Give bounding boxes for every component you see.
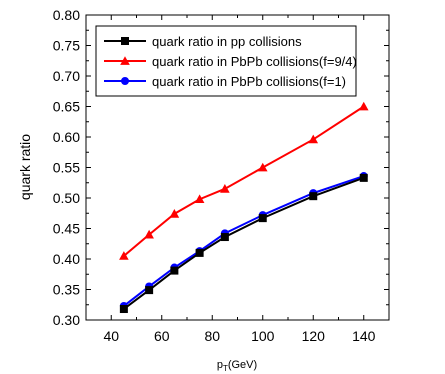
series-line-2	[123, 175, 365, 307]
data-point-0-0	[119, 305, 128, 314]
data-point-0-2	[170, 266, 179, 275]
data-point-0-4	[220, 233, 229, 242]
legend: quark ratio in pp collisions quark ratio …	[95, 25, 357, 97]
y-tick-label-0.65: 0.65	[53, 99, 80, 115]
data-point-0-1	[145, 286, 154, 295]
series-group	[119, 101, 369, 314]
x-axis-label: pT(GeV)	[217, 359, 257, 373]
data-point-0-6	[309, 192, 318, 201]
y-tick-label-0.40: 0.40	[53, 251, 80, 267]
data-point-1-7	[358, 101, 369, 111]
y-tick-label-0.30: 0.30	[53, 312, 80, 328]
x-axis-label-unit: (GeV)	[228, 359, 257, 371]
y-tick-label-0.75: 0.75	[53, 38, 80, 54]
legend-entry-2: quark ratio in PbPb collisions(f=1)	[152, 74, 346, 89]
x-axis-label-sub: T	[223, 364, 228, 373]
y-tick-label-0.45: 0.45	[53, 221, 80, 237]
legend-marker-0	[121, 37, 129, 45]
data-point-1-4	[220, 184, 230, 193]
legend-entry-1: quark ratio in PbPb collisions(f=9/4)	[152, 54, 357, 69]
x-tick-label-120: 120	[302, 328, 326, 344]
data-point-1-0	[119, 251, 129, 260]
data-point-0-5	[258, 214, 267, 223]
data-point-0-7	[359, 173, 368, 182]
x-tick-label-100: 100	[251, 328, 275, 344]
legend-entry-0: quark ratio in pp collisions	[152, 34, 302, 49]
y-tick-label-0.50: 0.50	[53, 190, 80, 206]
y-axis-label: quark ratio	[17, 134, 33, 200]
series-line-1	[123, 105, 365, 257]
series-0	[119, 173, 368, 314]
axes: 0.30 0.35 0.40 0.45 0.50 0.55 0.60 0.65 0.70 0.75…	[53, 7, 389, 344]
legend-marker-2	[121, 77, 129, 85]
data-point-1-2	[169, 209, 180, 218]
y-tick-label-0.70: 0.70	[53, 68, 80, 84]
legend-marker-1	[120, 56, 130, 65]
x-axis-label-main: p	[217, 359, 223, 371]
x-tick-label-60: 60	[154, 328, 170, 344]
x-tick-label-140: 140	[352, 328, 376, 344]
data-point-1-3	[194, 194, 205, 204]
data-point-1-1	[144, 229, 154, 239]
y-tick-label-0.80: 0.80	[53, 7, 80, 23]
data-point-1-6	[308, 134, 319, 144]
y-tick-label-0.35: 0.35	[53, 282, 80, 298]
data-point-1-5	[257, 162, 268, 172]
x-tick-label-80: 80	[204, 328, 220, 344]
series-1	[119, 101, 369, 260]
x-tick-label-40: 40	[103, 328, 119, 344]
y-tick-label-0.60: 0.60	[53, 129, 80, 145]
data-point-0-3	[195, 248, 204, 257]
y-tick-label-0.55: 0.55	[53, 160, 80, 176]
series-line-0	[123, 176, 365, 310]
